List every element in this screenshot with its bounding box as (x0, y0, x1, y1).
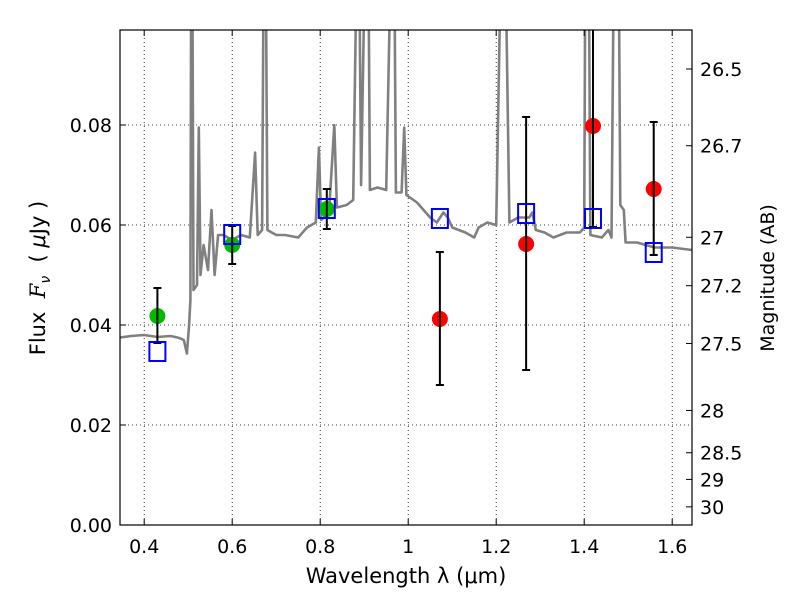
model-square (430, 208, 449, 229)
model-square (517, 203, 536, 224)
x-tick-label: 1.2 (481, 536, 511, 558)
model-square (644, 242, 663, 263)
x-tick-label: 1 (402, 536, 414, 558)
y2-axis-label: Magnitude (AB) (757, 204, 779, 352)
x-tick-label: 1.6 (657, 536, 687, 558)
y2-tick-label: 27 (700, 227, 724, 249)
model-square (317, 198, 336, 219)
model-square (584, 208, 602, 229)
x-axis-label: Wavelength λ (μm) (306, 564, 507, 588)
y2-tick-label: 29 (700, 469, 724, 491)
plot-frame (119, 29, 693, 526)
axes: 0.4 0.6 0.8 1 1.2 1.4 1.6 0.00 0.02 0.04 0.06 0.08 2… (70, 30, 742, 558)
plot-area (120, 30, 692, 386)
y2-tick-label: 26.7 (700, 136, 742, 158)
y2-tick-label: 30 (700, 497, 724, 519)
x-tick-label: 0.4 (129, 536, 159, 558)
y-tick-label: 0.02 (70, 415, 112, 437)
y2-tick-label: 28 (700, 400, 724, 422)
y-tick-label: 0.00 (70, 515, 112, 537)
model-square (148, 341, 167, 362)
y-axis-label: Flux Fν ( μJy ) (26, 201, 54, 356)
y2-tick-label: 27.2 (700, 276, 742, 298)
y-tick-label: 0.04 (70, 315, 112, 337)
x-tick-label: 1.4 (569, 536, 599, 558)
y2-tick-label: 27.5 (700, 333, 742, 355)
x-tick-label: 0.6 (217, 536, 247, 558)
y2-tick-label: 28.5 (700, 443, 742, 465)
x-tick-label: 0.8 (305, 536, 335, 558)
y-tick-label: 0.08 (70, 115, 112, 137)
grid-lines (120, 30, 692, 525)
model-square (223, 224, 242, 245)
y2-tick-label: 26.5 (700, 59, 742, 81)
spectrum-line (120, 30, 692, 355)
y-tick-label: 0.06 (70, 215, 112, 237)
